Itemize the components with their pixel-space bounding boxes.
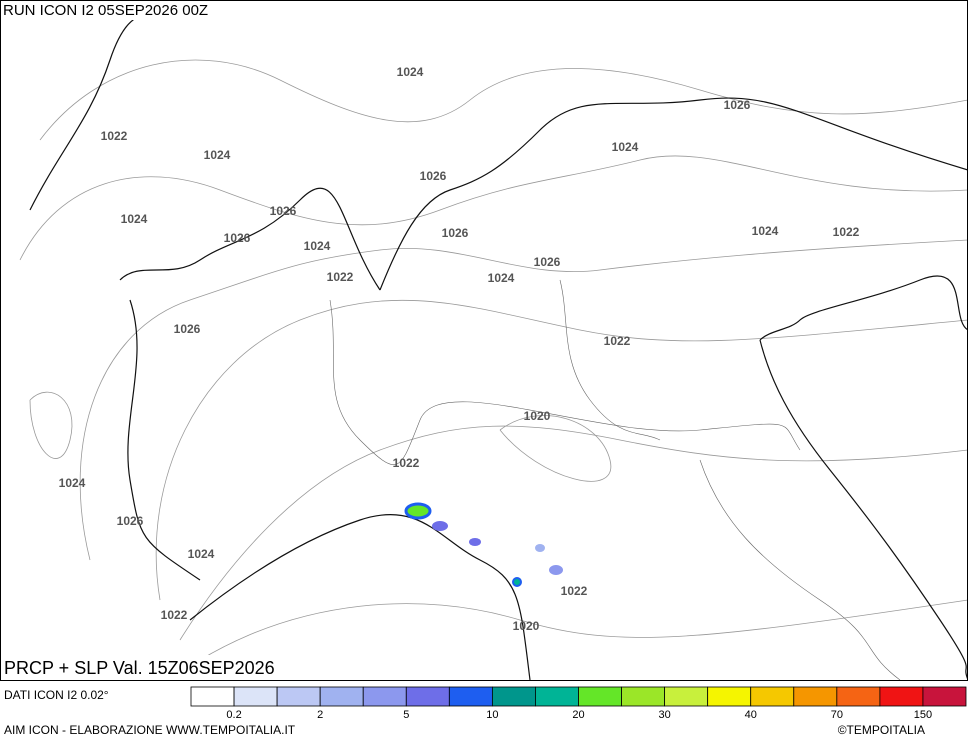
legend-swatch [923,687,966,706]
legend-swatch [751,687,794,706]
credit: AIM ICON - ELABORAZIONE WWW.TEMPOITALIA.… [4,723,296,737]
isobar-label: 1026 [224,231,251,245]
legend-label: 150 [914,709,932,721]
legend-swatch [449,687,492,706]
isobar-label: 1022 [604,334,631,348]
isobar-label: 1022 [561,584,588,598]
legend-swatch [837,687,880,706]
isobar-label: 1022 [393,456,420,470]
precipitation [513,578,521,586]
legend-swatch [880,687,923,706]
isobar-label: 1024 [304,239,331,253]
legend-label: 20 [572,709,584,721]
legend-swatch [363,687,406,706]
legend-swatch [234,687,277,706]
isobar-label: 1024 [612,140,639,154]
isobar-label: 1020 [513,619,540,633]
map-caption: PRCP + SLP Val. 15Z06SEP2026 [4,658,275,678]
isobar-label: 1026 [174,322,201,336]
isobar-label: 1024 [59,476,86,490]
isobar-label: 1024 [752,224,779,238]
isobar-label: 1020 [524,409,551,423]
legend-label: 40 [745,709,757,721]
isobar-label: 1026 [420,169,447,183]
legend-label: 0.2 [226,709,241,721]
isobar-label: 1026 [534,255,561,269]
legend-label: 70 [831,709,843,721]
copyright: ©TEMPOITALIA [838,723,925,737]
legend-label: 2 [317,709,323,721]
isobar-label: 1024 [397,65,424,79]
legend-swatch [579,687,622,706]
isobar-label: 1022 [327,270,354,284]
precipitation [469,538,481,546]
isobar-label: 1022 [833,225,860,239]
legend-label: 30 [658,709,670,721]
precipitation [549,565,563,575]
isobar-label: 1022 [101,129,128,143]
isobar-label: 1024 [204,148,231,162]
isobar-label: 1024 [188,547,215,561]
legend-swatch [794,687,837,706]
precipitation [535,544,545,552]
legend-swatch [535,687,578,706]
legend-swatch [622,687,665,706]
legend-swatch [406,687,449,706]
legend-swatch [665,687,708,706]
legend-label: 5 [403,709,409,721]
isobar-label: 1026 [270,204,297,218]
isobar-label: 1026 [724,98,751,112]
legend-swatch [708,687,751,706]
isobar-label: 1024 [121,212,148,226]
precipitation [406,504,430,518]
precipitation [432,521,448,531]
run-title: RUN ICON I2 05SEP2026 00Z [3,2,208,19]
isobar-label: 1024 [488,271,515,285]
legend-swatch [492,687,535,706]
isobar-label: 1022 [161,608,188,622]
legend-swatch [277,687,320,706]
legend-swatch [320,687,363,706]
legend-swatch [191,687,234,706]
isobar-label: 1026 [117,514,144,528]
data-source: DATI ICON I2 0.02° [4,688,109,702]
isobar-label: 1026 [442,226,469,240]
legend-label: 10 [486,709,498,721]
